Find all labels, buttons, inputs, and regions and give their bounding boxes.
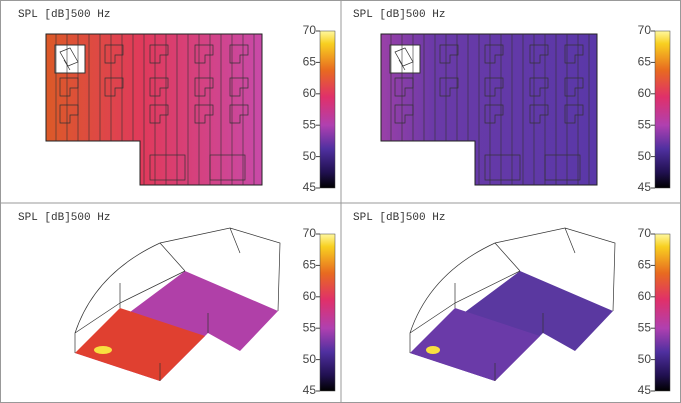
colorbar-label: 45 <box>303 180 317 194</box>
colorbar-label: 70 <box>638 226 652 240</box>
hotspot <box>426 346 440 354</box>
colorbar-label: 55 <box>303 320 317 334</box>
panel: SPL [dB]500 Hz 70 65 60 55 50 45 <box>353 9 670 194</box>
colorbar-label: 55 <box>638 320 652 334</box>
panel-title: SPL [dB]500 Hz <box>353 9 445 21</box>
colorbar-label: 60 <box>638 289 652 303</box>
figure: SPL [dB]500 Hz 70 65 60 55 50 45 SPL [dB]500 H… <box>0 0 681 403</box>
colorbar-label: 60 <box>303 289 317 303</box>
colorbar-label: 70 <box>638 23 652 37</box>
colorbar-label: 65 <box>638 55 652 69</box>
colorbar-label: 55 <box>303 117 317 131</box>
colorbar <box>320 234 335 391</box>
colorbar-label: 65 <box>303 258 317 272</box>
colorbar-label: 55 <box>638 117 652 131</box>
source-icon <box>390 45 420 73</box>
colorbar-label: 70 <box>303 226 317 240</box>
colorbar-label: 50 <box>638 352 652 366</box>
hotspot <box>94 346 112 354</box>
panel-title: SPL [dB]500 Hz <box>18 9 110 21</box>
colorbar <box>655 31 670 188</box>
panel-title: SPL [dB]500 Hz <box>353 212 445 224</box>
colorbar-label: 45 <box>638 383 652 397</box>
colorbar-label: 60 <box>638 86 652 100</box>
colorbar-label: 50 <box>303 352 317 366</box>
source-icon <box>55 45 85 73</box>
colorbar <box>320 31 335 188</box>
colorbar-label: 50 <box>303 149 317 163</box>
panel-title: SPL [dB]500 Hz <box>18 212 110 224</box>
colorbar <box>655 234 670 391</box>
colorbar-label: 65 <box>303 55 317 69</box>
colorbar-label: 60 <box>303 86 317 100</box>
panel: SPL [dB]500 Hz 70 65 60 55 50 45 <box>353 212 670 397</box>
panel: SPL [dB]500 Hz 70 65 60 55 50 45 <box>18 212 335 397</box>
colorbar-label: 70 <box>303 23 317 37</box>
colorbar-label: 45 <box>303 383 317 397</box>
colorbar-label: 50 <box>638 149 652 163</box>
colorbar-label: 45 <box>638 180 652 194</box>
colorbar-label: 65 <box>638 258 652 272</box>
panel: SPL [dB]500 Hz 70 65 60 55 50 45 <box>18 9 335 194</box>
